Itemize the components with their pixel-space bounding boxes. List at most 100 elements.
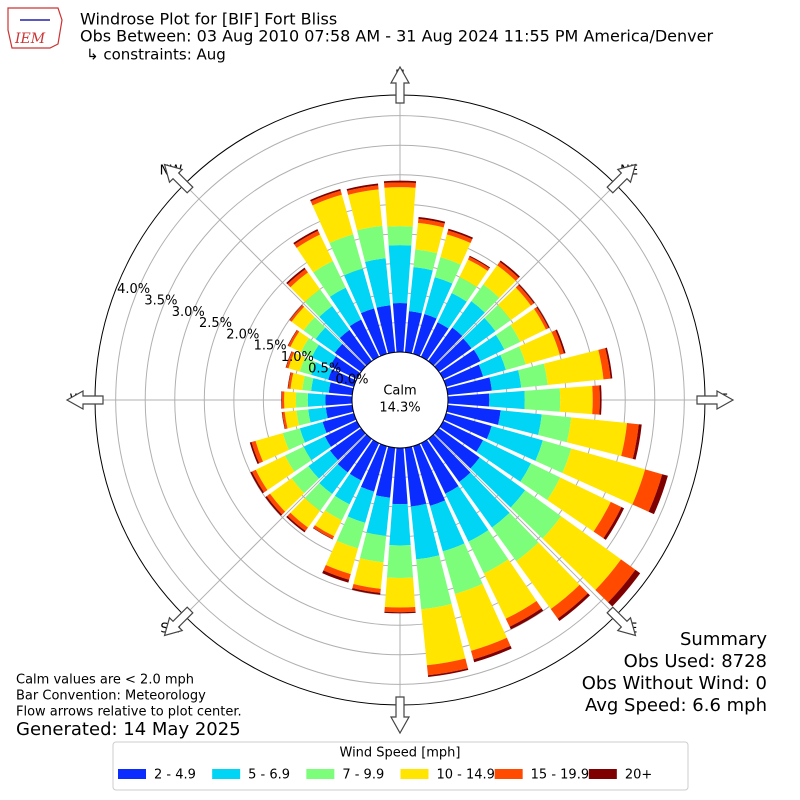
bar-segment	[518, 363, 548, 388]
bar-segment	[404, 311, 422, 354]
bar-segment	[365, 258, 391, 308]
note: Flow arrows relative to plot center.	[16, 705, 242, 720]
flow-arrow	[389, 65, 411, 104]
bar-segment	[495, 324, 521, 350]
bar-segment	[285, 351, 293, 368]
bar-segment	[282, 428, 306, 450]
constraints: ↳ constraints: Aug	[86, 46, 226, 64]
bar-segment	[250, 471, 265, 494]
bar-segment	[463, 317, 496, 349]
bar-segment	[483, 265, 516, 298]
bar-segment	[434, 338, 472, 372]
bar-segment	[290, 272, 321, 303]
bar-segment	[325, 394, 353, 406]
bar-segment	[470, 457, 526, 508]
bar-segment	[459, 472, 510, 528]
legend-swatch	[400, 769, 429, 779]
bar-segment	[566, 417, 628, 456]
bar-segment	[255, 455, 295, 491]
bar-segment	[409, 267, 433, 314]
bar-segment	[323, 565, 351, 580]
bar-segment	[535, 440, 572, 473]
bar-segment	[557, 593, 590, 622]
r-tick-label: 4.0%	[117, 282, 150, 297]
flow-arrow	[606, 163, 637, 194]
bar-segment	[426, 658, 468, 676]
generated: Generated: 14 May 2025	[16, 719, 241, 740]
bar-segment	[290, 373, 305, 391]
grid-spoke	[183, 183, 367, 367]
bar-segment	[314, 510, 342, 537]
bar-segment	[282, 411, 288, 430]
bar-segment	[346, 183, 379, 191]
bar-segment	[500, 346, 526, 371]
bar-segment	[420, 322, 449, 361]
bar-segment	[266, 493, 286, 515]
bar-segment	[339, 329, 372, 366]
legend-swatch	[118, 769, 146, 779]
grid-ring	[174, 174, 626, 626]
bar-segment	[251, 440, 263, 464]
bar-segment	[349, 439, 380, 481]
bar-segment	[486, 425, 543, 461]
summary-line: Avg Speed: 6.6 mph	[585, 695, 767, 716]
bar-segment	[322, 570, 350, 583]
bar-segment	[312, 527, 333, 540]
bar-segment	[329, 287, 362, 327]
bar-segment	[515, 284, 534, 306]
bar-segment	[337, 434, 372, 473]
bar-segment	[510, 490, 562, 539]
bar-segment	[270, 478, 305, 512]
bar-segment	[384, 611, 416, 614]
summary-line: Summary	[680, 629, 767, 650]
bar-segment	[555, 329, 566, 354]
bar-segment	[324, 495, 350, 521]
legend-swatch	[588, 769, 617, 779]
bar-segment	[437, 292, 467, 329]
bar-segment	[383, 180, 417, 184]
bar-segment	[518, 284, 535, 304]
r-tick-label: 3.0%	[172, 305, 205, 320]
bar-segment	[478, 354, 506, 377]
legend-label: 2 - 4.9	[154, 768, 196, 783]
bar-segment	[608, 569, 641, 607]
bar-segment	[348, 189, 383, 231]
bar-segment	[295, 392, 308, 408]
bar-segment	[281, 391, 283, 409]
bar-segment	[446, 230, 473, 244]
bar-segment	[289, 305, 305, 322]
bar-segment	[454, 583, 507, 651]
bar-segment	[328, 382, 354, 396]
bar-segment	[330, 356, 361, 380]
r-tick-label: 2.5%	[199, 316, 232, 331]
bar-segment	[251, 469, 268, 493]
bar-segment	[592, 385, 600, 415]
flow-arrow	[696, 389, 735, 411]
bar-segment	[648, 474, 668, 515]
r-tick-label: 1.0%	[281, 350, 314, 365]
bar-segment	[360, 308, 387, 357]
bar-segment	[315, 327, 343, 353]
grid-spoke	[183, 433, 367, 617]
legend-title: Wind Speed [mph]	[340, 746, 461, 761]
bar-segment	[427, 668, 469, 677]
legend-swatch	[306, 769, 335, 779]
bar-segment	[459, 259, 488, 288]
bar-segment	[413, 443, 446, 506]
chart-subtitle: Obs Between: 03 Aug 2010 07:58 AM - 31 A…	[80, 27, 713, 46]
bar-segment	[469, 255, 491, 269]
bar-segment	[304, 483, 333, 511]
flow-arrow	[163, 163, 194, 194]
bar-segment	[542, 516, 622, 590]
legend-label: 5 - 6.9	[248, 768, 290, 783]
bar-segment	[353, 558, 384, 589]
bar-segment	[328, 369, 357, 387]
bar-segment	[389, 503, 411, 546]
bar-segment	[498, 410, 542, 435]
summary-line: Obs Used: 8728	[624, 651, 767, 672]
bar-segment	[294, 230, 320, 248]
note: Bar Convention: Meteorology	[16, 689, 206, 704]
bar-segment	[392, 302, 408, 353]
r-tick-label: 1.5%	[254, 339, 287, 354]
r-tick-label: 0.0%	[335, 373, 368, 388]
